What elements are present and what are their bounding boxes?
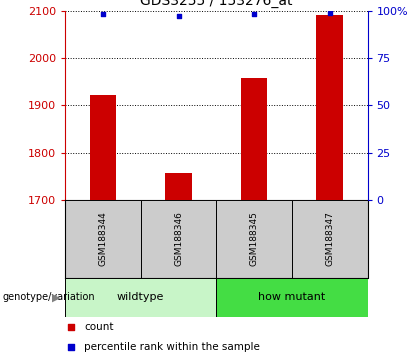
Bar bbox=[165, 172, 192, 200]
Bar bbox=[216, 200, 292, 278]
Text: GSM188347: GSM188347 bbox=[325, 211, 334, 267]
Point bbox=[68, 344, 75, 350]
Bar bbox=[141, 200, 216, 278]
Point bbox=[175, 13, 182, 19]
Text: wildtype: wildtype bbox=[117, 292, 164, 302]
Text: ▶: ▶ bbox=[52, 292, 61, 302]
Text: count: count bbox=[84, 322, 113, 332]
Text: percentile rank within the sample: percentile rank within the sample bbox=[84, 342, 260, 352]
Text: how mutant: how mutant bbox=[258, 292, 326, 302]
Point bbox=[100, 12, 106, 17]
Bar bbox=[90, 95, 116, 200]
Bar bbox=[65, 200, 141, 278]
Text: genotype/variation: genotype/variation bbox=[2, 292, 95, 302]
Title: GDS3255 / 153276_at: GDS3255 / 153276_at bbox=[140, 0, 293, 8]
Point bbox=[326, 10, 333, 15]
Text: GSM188345: GSM188345 bbox=[249, 211, 259, 267]
Bar bbox=[317, 15, 343, 200]
Text: GSM188346: GSM188346 bbox=[174, 211, 183, 267]
Bar bbox=[216, 278, 368, 317]
Text: GSM188344: GSM188344 bbox=[98, 212, 108, 266]
Bar bbox=[292, 200, 368, 278]
Point bbox=[251, 12, 257, 17]
Point bbox=[68, 324, 75, 330]
Bar bbox=[65, 278, 216, 317]
Bar bbox=[241, 78, 268, 200]
